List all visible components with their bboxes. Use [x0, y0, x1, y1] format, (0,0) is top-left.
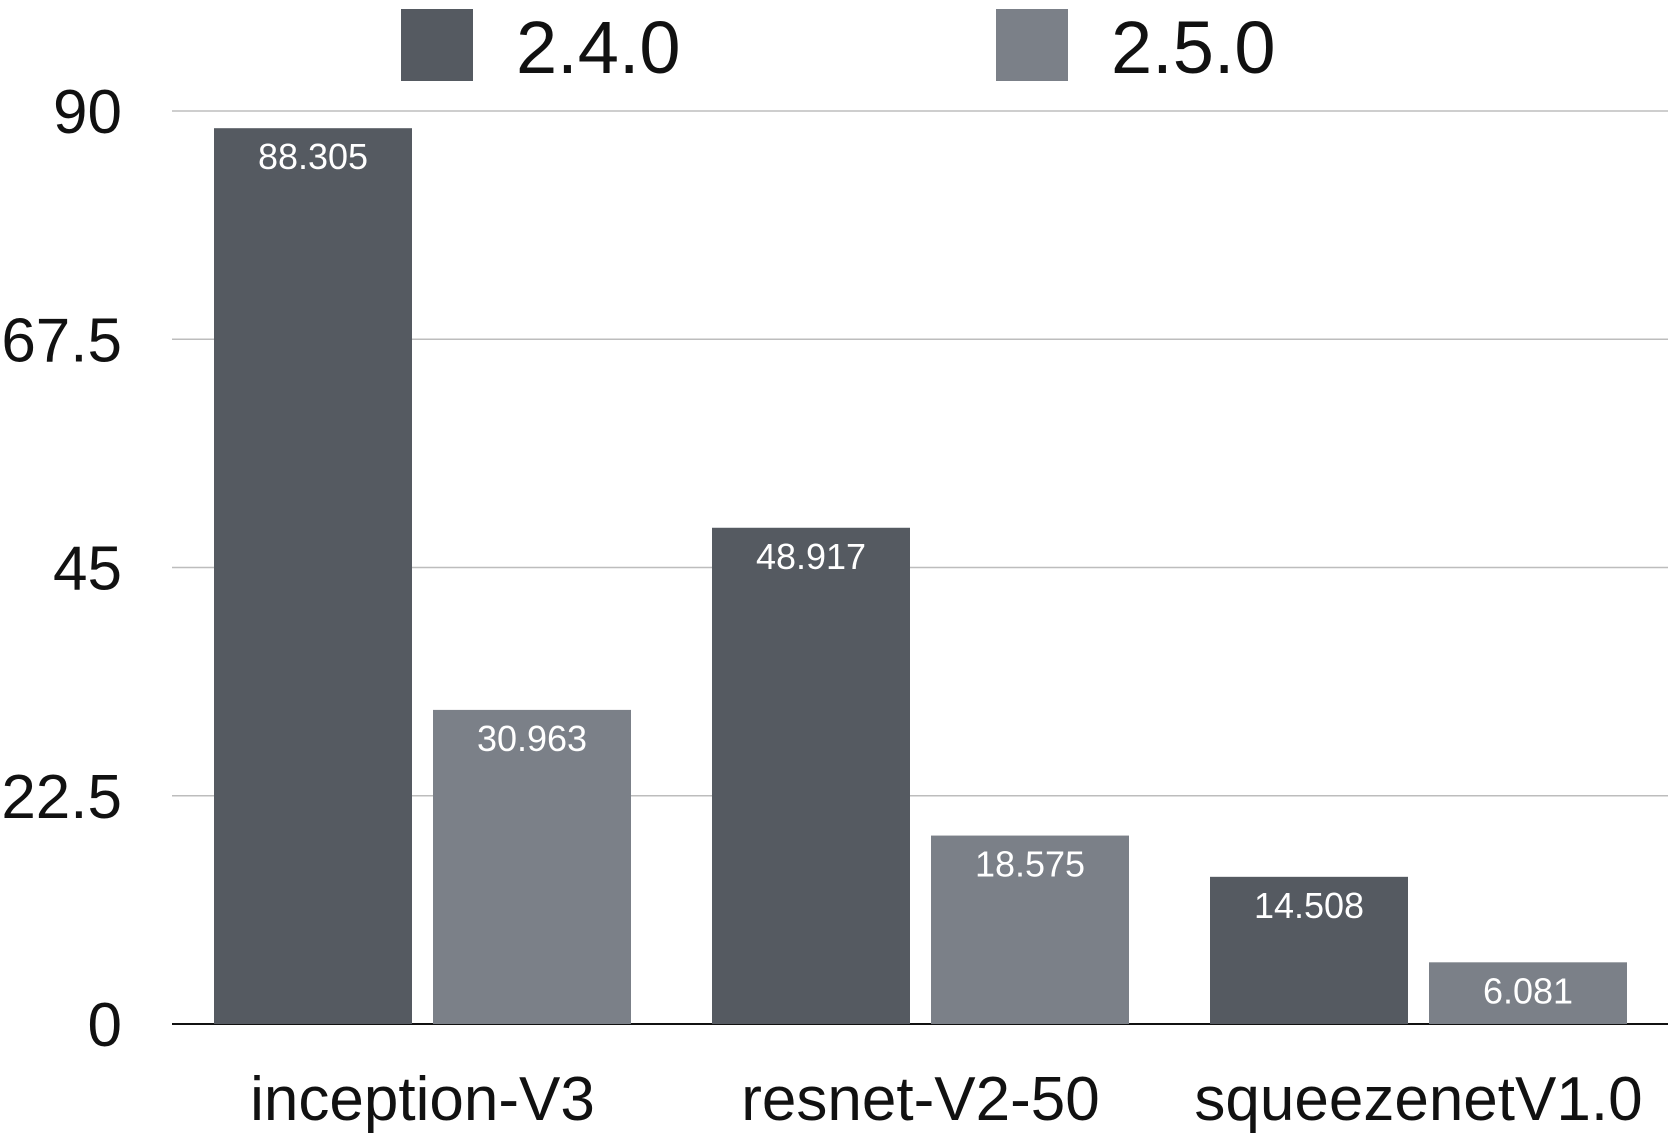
legend-swatch: [401, 9, 473, 81]
bar-value-label: 6.081: [1483, 970, 1573, 1011]
y-tick-label: 0: [88, 991, 122, 1060]
y-axis-ticks: 0 22.5 45 67.5 90: [1, 78, 122, 1060]
bar-value-label: 88.305: [258, 136, 368, 177]
legend-swatch: [996, 9, 1068, 81]
bar-value-label: 30.963: [477, 718, 587, 759]
y-tick-label: 45: [53, 535, 122, 604]
legend-label: 2.5.0: [1111, 6, 1276, 89]
legend: 2.4.0 2.5.0: [401, 6, 1276, 89]
bar-squeezenetV1.0-2.4.0: [1210, 876, 1408, 1024]
bar-resnet-V2-50-2.4.0: [712, 527, 910, 1024]
bars: [214, 128, 1627, 1025]
bar-value-label: 14.508: [1254, 885, 1364, 926]
gridlines: [172, 110, 1668, 1025]
bar-value-labels: 88.305 30.963 48.917 18.575 14.508 6.081: [258, 136, 1573, 1011]
bar-squeezenetV1.0-2.5.0: [1429, 962, 1627, 1024]
x-tick-label: inception-V3: [250, 1065, 595, 1134]
x-tick-label: resnet-V2-50: [741, 1065, 1099, 1134]
bar-inception-V3-2.4.0: [214, 128, 412, 1025]
bar-value-label: 18.575: [975, 844, 1085, 885]
y-tick-label: 22.5: [1, 763, 122, 832]
bar-inception-V3-2.5.0: [433, 709, 631, 1024]
legend-label: 2.4.0: [516, 6, 681, 89]
x-tick-label: squeezenetV1.0: [1194, 1065, 1642, 1134]
bar-value-label: 48.917: [756, 536, 866, 577]
y-tick-label: 90: [53, 78, 122, 147]
y-tick-label: 67.5: [1, 306, 122, 375]
bar-resnet-V2-50-2.5.0: [931, 835, 1129, 1024]
x-axis-ticks: inception-V3 resnet-V2-50 squeezenetV1.0: [250, 1065, 1642, 1134]
